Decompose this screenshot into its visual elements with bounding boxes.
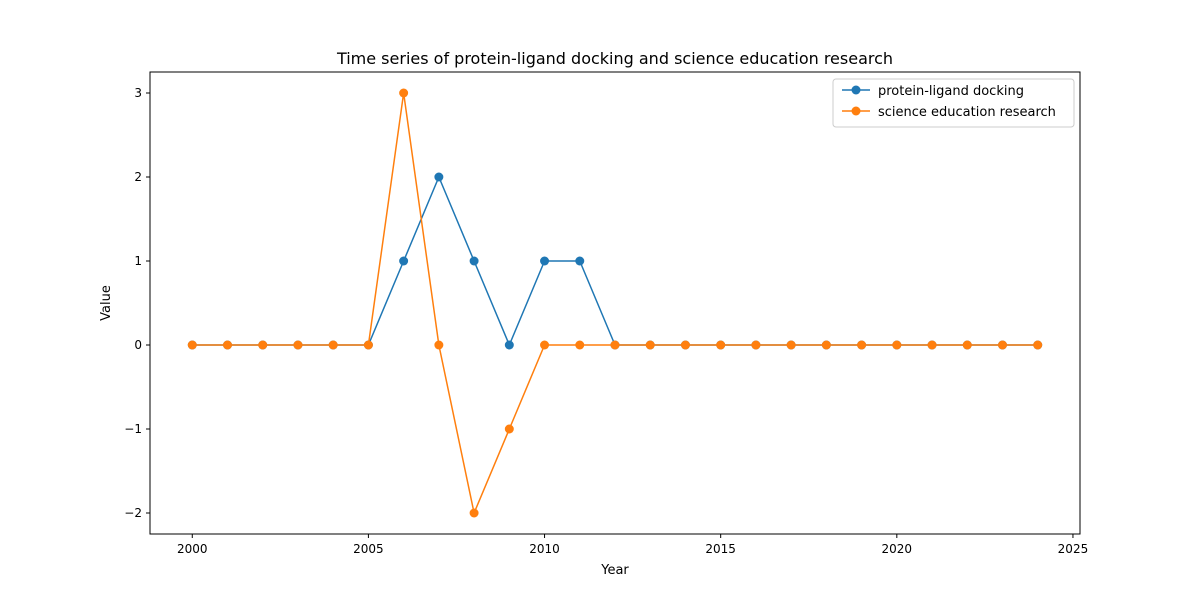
point-science-education-research-2019 [857,340,867,350]
point-science-education-research-2002 [258,340,268,350]
point-science-education-research-2021 [927,340,937,350]
point-science-education-research-2015 [716,340,726,350]
legend-label-science-education-research: science education research [878,105,1056,120]
point-science-education-research-2007 [434,340,444,350]
plot-frame [149,71,1081,535]
y-tick-label-3: 3 [134,86,142,100]
point-science-education-research-2014 [680,340,690,350]
x-tick-label-2020: 2020 [882,542,913,556]
point-science-education-research-2022 [962,340,972,350]
x-tick-label-2025: 2025 [1058,542,1089,556]
x-tick-label-2000: 2000 [177,542,208,556]
series-line-science-education-research [192,92,1038,514]
y-tick-label-2: 2 [134,170,142,184]
legend-box [832,78,1075,128]
point-science-education-research-2000 [187,340,197,350]
x-tick-label-2005: 2005 [353,542,384,556]
point-science-education-research-2010 [540,340,550,350]
x-tick-label-2015: 2015 [705,542,736,556]
point-science-education-research-2008 [469,508,479,518]
point-science-education-research-2013 [645,340,655,350]
legend-marker-protein-ligand-docking [851,85,861,95]
point-protein-ligand-docking-2006 [399,256,409,266]
y-axis-label: Value [99,285,114,321]
point-protein-ligand-docking-2007 [434,172,444,182]
legend: protein-ligand docking science education… [832,78,1075,128]
legend-marker-science-education-research [851,106,861,116]
series-layer [187,88,1043,518]
y-tick-label--2: −2 [124,506,142,520]
chart-title: Time series of protein-ligand docking an… [336,49,893,68]
point-science-education-research-2006 [399,88,409,98]
point-science-education-research-2018 [821,340,831,350]
point-science-education-research-2004 [328,340,338,350]
legend-label-protein-ligand-docking: protein-ligand docking [878,84,1024,99]
point-science-education-research-2020 [892,340,902,350]
x-axis-ticks: 2000 2005 2010 2015 2020 2025 [177,534,1088,556]
point-protein-ligand-docking-2011 [575,256,585,266]
x-tick-label-2010: 2010 [529,542,560,556]
point-protein-ligand-docking-2009 [504,340,514,350]
point-protein-ligand-docking-2008 [469,256,479,266]
point-science-education-research-2001 [223,340,232,350]
point-science-education-research-2024 [1033,340,1043,350]
point-science-education-research-2009 [504,424,514,434]
point-science-education-research-2023 [998,340,1007,350]
point-protein-ligand-docking-2010 [540,256,550,266]
point-science-education-research-2012 [610,340,620,350]
series-line-protein-ligand-docking [192,176,1038,346]
x-axis-label: Year [600,563,629,578]
point-science-education-research-2003 [293,340,303,350]
y-tick-label--1: −1 [124,422,142,436]
y-tick-label-0: 0 [134,338,142,352]
point-science-education-research-2017 [786,340,796,350]
y-tick-label-1: 1 [134,254,142,268]
y-axis-ticks: −2 −1 0 1 2 3 [124,86,150,520]
point-science-education-research-2005 [363,340,373,350]
point-science-education-research-2016 [751,340,761,350]
point-science-education-research-2011 [575,340,585,350]
